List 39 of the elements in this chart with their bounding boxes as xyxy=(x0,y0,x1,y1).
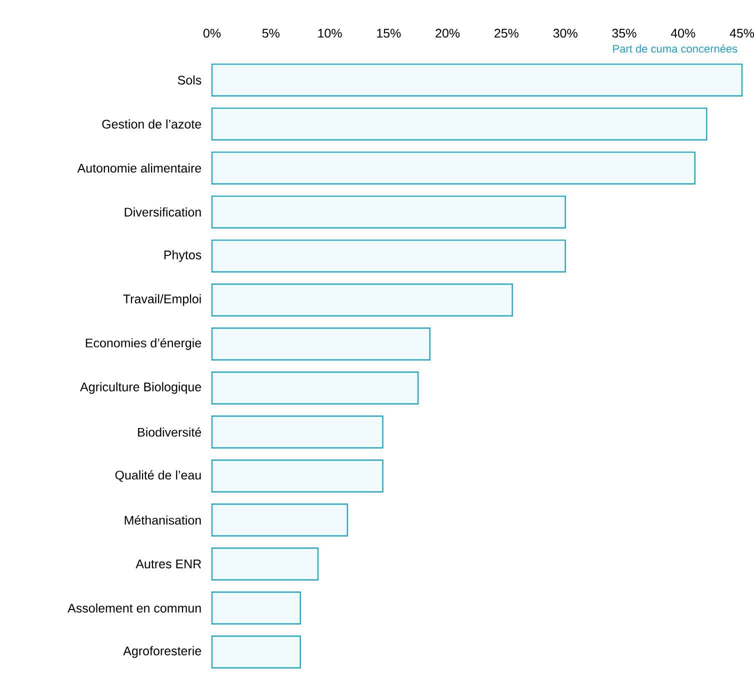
bar xyxy=(211,460,384,492)
y-tick-label: Autonomie alimentaire xyxy=(77,163,202,173)
y-tick-label: Méthanisation xyxy=(124,515,201,525)
x-tick-label: 10% xyxy=(318,28,342,38)
bar xyxy=(211,416,384,448)
y-tick-label: Phytos xyxy=(164,250,202,262)
y-tick-label: Assolement en commun xyxy=(68,603,201,613)
x-tick-label: 45% xyxy=(730,28,754,38)
y-tick-label: Autres ENR xyxy=(136,560,202,568)
bar xyxy=(211,196,566,228)
y-tick-label: Travail/Emploi xyxy=(123,294,201,306)
bar xyxy=(211,328,430,360)
y-tick-label: Gestion de l’azote xyxy=(102,119,202,129)
bar xyxy=(211,240,566,272)
bar xyxy=(211,108,708,140)
x-tick-label: 0% xyxy=(203,28,221,38)
x-tick-label: 15% xyxy=(377,28,401,38)
bar xyxy=(211,548,319,580)
x-tick-label: 35% xyxy=(612,28,636,38)
x-tick-label: 25% xyxy=(494,28,518,38)
y-tick-label: Economies d’énergie xyxy=(86,338,202,350)
bar xyxy=(211,372,419,404)
x-tick-label: 20% xyxy=(436,28,460,38)
x-axis-title: Part de cuma concernées xyxy=(613,44,738,53)
x-tick-label: 30% xyxy=(553,28,578,38)
bar xyxy=(211,152,696,184)
bar xyxy=(211,64,743,96)
bar xyxy=(211,284,513,316)
y-tick-label: Qualité de l’eau xyxy=(115,470,201,482)
bar xyxy=(211,636,301,668)
bar xyxy=(211,504,348,536)
y-tick-label: Sols xyxy=(178,75,202,85)
y-tick-label: Agriculture Biologique xyxy=(80,382,202,394)
y-tick-label: Biodiversité xyxy=(138,427,202,437)
y-tick-label: Diversification xyxy=(124,207,201,217)
bar xyxy=(211,592,301,624)
x-tick-label: 5% xyxy=(262,28,280,38)
y-tick-label: Agroforesterie xyxy=(123,646,202,658)
x-tick-label: 40% xyxy=(670,28,696,38)
